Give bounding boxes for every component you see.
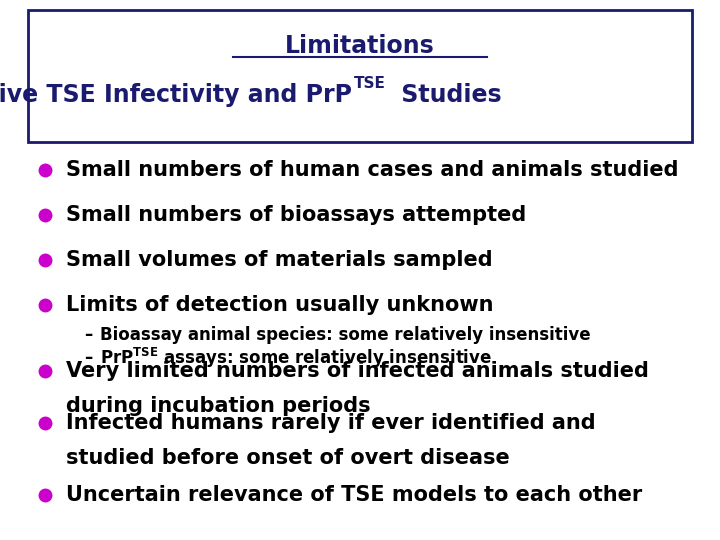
Text: of Negative TSE Infectivity and PrP: of Negative TSE Infectivity and PrP xyxy=(0,83,352,107)
Text: Small numbers of human cases and animals studied: Small numbers of human cases and animals… xyxy=(66,160,678,180)
Text: Infected humans rarely if ever identified and: Infected humans rarely if ever identifie… xyxy=(66,413,595,433)
Text: during incubation periods: during incubation periods xyxy=(66,396,371,416)
Text: Limits of detection usually unknown: Limits of detection usually unknown xyxy=(66,295,493,315)
Text: Small numbers of bioassays attempted: Small numbers of bioassays attempted xyxy=(66,205,526,225)
Text: Bioassay animal species: some relatively insensitive: Bioassay animal species: some relatively… xyxy=(100,326,590,344)
Text: Studies: Studies xyxy=(393,83,502,107)
Text: –: – xyxy=(84,349,92,367)
Text: TSE: TSE xyxy=(354,77,386,91)
Text: Very limited numbers of infected animals studied: Very limited numbers of infected animals… xyxy=(66,361,649,381)
Text: Uncertain relevance of TSE models to each other: Uncertain relevance of TSE models to eac… xyxy=(66,485,642,505)
FancyBboxPatch shape xyxy=(28,10,692,142)
Text: Limitations: Limitations xyxy=(285,34,435,58)
Text: PrP$^\mathregular{TSE}$ assays: some relatively insensitive: PrP$^\mathregular{TSE}$ assays: some rel… xyxy=(100,346,492,370)
Text: studied before onset of overt disease: studied before onset of overt disease xyxy=(66,448,510,468)
Text: Small volumes of materials sampled: Small volumes of materials sampled xyxy=(66,250,492,270)
Text: –: – xyxy=(84,326,92,344)
